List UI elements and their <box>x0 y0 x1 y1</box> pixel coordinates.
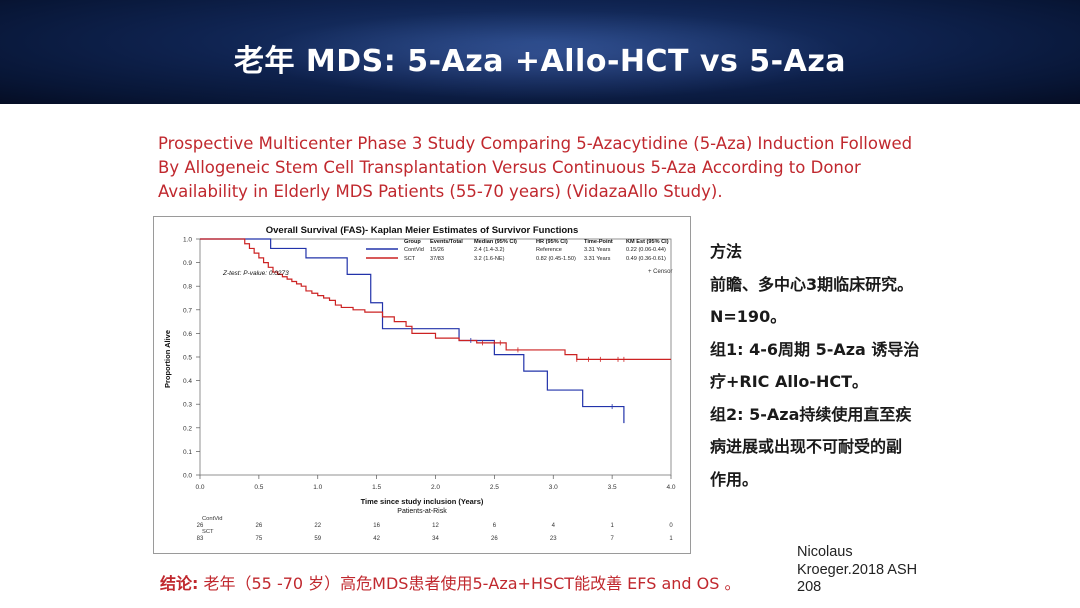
y-tick-label: 0.8 <box>183 284 192 291</box>
y-tick-label: 0.3 <box>183 402 192 409</box>
x-tick-label: 4.0 <box>666 484 675 491</box>
risk-count: 1 <box>610 523 614 529</box>
legend-hr: 0.82 (0.45-1.50) <box>536 256 576 262</box>
y-tick-label: 0.0 <box>183 473 192 480</box>
risk-count: 83 <box>197 536 204 542</box>
legend-header: Group <box>404 239 421 245</box>
km-chart-panel: Overall Survival (FAS)- Kaplan Meier Est… <box>153 216 691 554</box>
risk-count: 16 <box>373 523 380 529</box>
y-tick-label: 0.7 <box>183 307 192 314</box>
method-line: 疗+RIC Allo-HCT。 <box>710 372 869 391</box>
risk-table-title: Patients-at-Risk <box>397 508 447 515</box>
legend-header: HR (95% CI) <box>536 239 568 245</box>
legend-timepoint: 3.31 Years <box>584 247 611 253</box>
risk-group-label: ContVid <box>202 516 223 522</box>
risk-count: 1 <box>669 536 673 542</box>
risk-count: 26 <box>197 523 204 529</box>
y-tick-label: 0.2 <box>183 425 192 432</box>
x-tick-label: 0.5 <box>254 484 263 491</box>
reference-line: Kroeger.2018 ASH <box>797 561 918 578</box>
legend-median: 3.2 (1.6-NE) <box>474 256 505 262</box>
legend-header: Median (95% CI) <box>474 239 517 245</box>
legend-timepoint: 3.31 Years <box>584 256 611 262</box>
reference-line: Nicolaus <box>797 544 853 560</box>
y-tick-label: 0.5 <box>183 355 192 362</box>
chart-title: Overall Survival (FAS)- Kaplan Meier Est… <box>266 225 579 236</box>
risk-count: 34 <box>432 536 439 542</box>
x-axis-label: Time since study inclusion (Years) <box>361 497 484 506</box>
x-tick-label: 3.5 <box>608 484 617 491</box>
ztest-label: Z-test: P-value: 0.0273 <box>222 270 289 277</box>
km-curve-contvid <box>200 238 625 424</box>
km-curve-sct <box>200 238 671 360</box>
risk-count: 7 <box>610 536 614 542</box>
risk-count: 6 <box>493 523 497 529</box>
risk-count: 23 <box>550 536 557 542</box>
y-axis-label: Proportion Alive <box>163 330 172 388</box>
x-tick-label: 2.5 <box>490 484 499 491</box>
method-line: 组1: 4-6周期 5-Aza 诱导治 <box>710 339 920 359</box>
risk-count: 26 <box>491 536 498 542</box>
risk-count: 26 <box>256 523 263 529</box>
legend-median: 2.4 (1.4-3.2) <box>474 247 505 253</box>
legend-header: Events/Total <box>430 239 463 245</box>
reference: Nicolaus Kroeger.2018 ASH 208 <box>797 544 997 597</box>
risk-count: 42 <box>373 536 380 542</box>
x-tick-label: 1.0 <box>313 484 322 491</box>
y-tick-label: 0.4 <box>183 378 192 385</box>
legend-km: 0.22 (0.06-0.44) <box>626 247 666 253</box>
risk-count: 12 <box>432 523 439 529</box>
conclusion-text: 老年（55 -70 岁）高危MDS患者使用5-Aza+HSCT能改善 EFS a… <box>198 574 741 593</box>
slide-title: 老年 MDS: 5-Aza +Allo-HCT vs 5-Aza <box>233 44 847 79</box>
legend-header: Time-Point <box>584 239 613 245</box>
y-tick-label: 0.6 <box>183 331 192 338</box>
risk-count: 59 <box>314 536 321 542</box>
risk-count: 4 <box>552 523 556 529</box>
censor-legend: + Censor <box>648 269 673 275</box>
y-tick-label: 1.0 <box>183 237 192 244</box>
legend-events: 15/26 <box>430 247 444 253</box>
conclusion: 结论: 老年（55 -70 岁）高危MDS患者使用5-Aza+HSCT能改善 E… <box>160 570 740 594</box>
method-line: 病进展或出现不可耐受的副 <box>710 437 903 456</box>
risk-count: 0 <box>669 523 673 529</box>
legend-events: 37/83 <box>430 256 444 262</box>
legend-hr: Reference <box>536 247 562 253</box>
study-line: Prospective Multicenter Phase 3 Study Co… <box>158 134 913 153</box>
method-line: N=190。 <box>710 307 787 326</box>
legend-header: KM Est (95% CI) <box>626 239 669 245</box>
method-section: 方法 前瞻、多中心3期临床研究。 N=190。 组1: 4-6周期 5-Aza … <box>710 236 960 496</box>
reference-line: 208 <box>797 579 822 595</box>
slide-header: 老年 MDS: 5-Aza +Allo-HCT vs 5-Aza <box>0 0 1080 104</box>
method-line: 方法 <box>710 242 743 261</box>
x-tick-label: 2.0 <box>431 484 440 491</box>
legend-group: SCT <box>404 256 416 262</box>
x-tick-label: 3.0 <box>549 484 558 491</box>
risk-count: 75 <box>256 536 263 542</box>
risk-count: 22 <box>314 523 321 529</box>
legend-group: ContVid <box>404 247 424 253</box>
study-line: By Allogeneic Stem Cell Transplantation … <box>158 158 861 177</box>
study-description: Prospective Multicenter Phase 3 Study Co… <box>158 132 958 204</box>
method-line: 组2: 5-Aza持续使用直至疾 <box>710 404 912 424</box>
study-line: Availability in Elderly MDS Patients (55… <box>158 182 723 201</box>
header-glow <box>250 10 850 100</box>
y-tick-label: 0.1 <box>183 449 192 456</box>
y-tick-label: 0.9 <box>183 260 192 267</box>
legend-km: 0.49 (0.36-0.61) <box>626 256 666 262</box>
method-line: 前瞻、多中心3期临床研究。 <box>710 274 914 294</box>
risk-group-label: SCT <box>202 529 214 535</box>
x-tick-label: 1.5 <box>372 484 381 491</box>
conclusion-label: 结论: <box>160 574 199 593</box>
km-survival-chart: Overall Survival (FAS)- Kaplan Meier Est… <box>163 225 676 542</box>
method-line: 作用。 <box>710 469 759 489</box>
x-tick-label: 0.0 <box>195 484 204 491</box>
